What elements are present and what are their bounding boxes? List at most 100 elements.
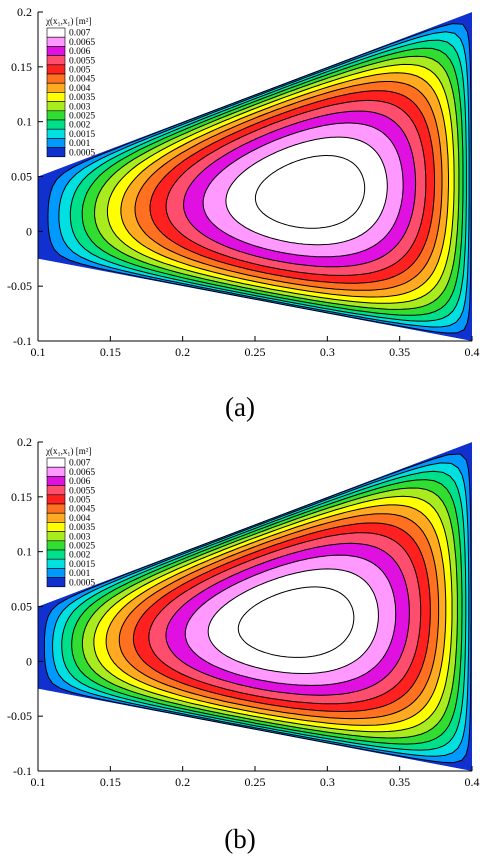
x-tick-label-b-0: 0.1 [31,775,46,789]
legend-swatch-b-5 [46,503,66,514]
legend-swatch-a-13 [46,147,66,158]
legend-label-a-7: 0.0035 [69,93,95,103]
legend-swatch-a-5 [46,73,66,84]
x-tick-label-b-2: 0.2 [175,775,190,789]
legend-label-b-13: 0.0005 [69,578,95,588]
legend-label-a-8: 0.003 [69,102,91,112]
legend-swatch-a-10 [46,119,66,130]
legend-swatch-b-13 [46,577,66,588]
legend-swatch-a-1 [46,36,66,47]
legend-swatch-b-4 [46,494,66,505]
panel-label-b: (b) [224,824,256,854]
legend-label-a-2: 0.006 [69,47,91,57]
legend-swatch-b-8 [46,531,66,542]
legend-swatch-b-11 [46,558,66,569]
legend-label-a-6: 0.004 [69,84,91,94]
contour-line-b-14 [237,586,355,658]
legend-label-a-5: 0.0045 [69,75,95,85]
y-tick-label-a-3: 0.05 [11,170,32,184]
x-tick-label-a-0: 0.1 [31,345,46,359]
legend-swatch-a-8 [46,101,66,112]
x-tick-label-b-4: 0.3 [320,775,335,789]
x-tick-label-b-1: 0.15 [100,775,121,789]
legend-swatch-a-4 [46,64,66,75]
legend-swatch-a-7 [46,92,66,102]
y-tick-label-a-0: -0.1 [13,334,32,348]
legend-label-b-1: 0.0065 [69,468,95,478]
y-tick-label-b-1: -0.05 [7,709,32,723]
contour-plot-a: 0.1 0.15 0.2 0.25 0.3 0.35 0.4 -0.1 -0.05 0 0.05 0.… [7,5,480,359]
legend-label-a-4: 0.005 [69,66,91,76]
legend-swatch-a-2 [46,46,66,56]
legend-swatch-b-9 [46,540,66,551]
contour-fill-group-b [38,442,472,771]
y-tick-label-a-1: -0.05 [7,279,32,293]
legend-swatch-b-3 [46,485,66,496]
legend-swatch-b-7 [46,522,66,532]
contour-chart-a: 0.1 0.15 0.2 0.25 0.3 0.35 0.4 -0.1 -0.05 0 0.05 0.… [0,0,480,430]
y-tick-label-b-0: -0.1 [13,764,32,778]
y-tick-label-a-5: 0.15 [11,60,32,74]
legend-title-b: χ(x₁,x₁) [m²] [45,446,91,456]
legend-swatch-b-10 [46,549,66,560]
legend-swatch-a-12 [46,138,66,148]
contour-line-a-14 [254,155,366,229]
y-tick-label-b-6: 0.2 [17,435,32,449]
legend-swatch-b-2 [46,476,66,486]
y-tick-label-b-4: 0.1 [17,545,32,559]
legend-swatch-b-6 [46,512,66,523]
y-tick-label-b-3: 0.05 [11,600,32,614]
x-tick-label-a-6: 0.4 [465,345,480,359]
x-tick-label-a-3: 0.25 [245,345,266,359]
legend-label-b-12: 0.001 [69,569,91,579]
legend-label-b-10: 0.002 [69,551,91,561]
legend-title-a: χ(x₁,x₁) [m²] [45,16,91,26]
x-tick-label-a-5: 0.35 [389,345,410,359]
axes-b: 0.1 0.15 0.2 0.25 0.3 0.35 0.4 -0.1 -0.05 0 0.05 0.… [7,435,480,789]
legend-label-b-2: 0.006 [69,477,91,487]
legend-label-b-11: 0.0015 [69,560,95,570]
contour-plot-b: 0.1 0.15 0.2 0.25 0.3 0.35 0.4 -0.1 -0.05 0 0.05 0.… [7,435,480,789]
legend-label-a-1: 0.0065 [69,38,95,48]
legend-label-b-8: 0.003 [69,532,91,542]
legend-swatch-b-0 [46,457,66,468]
x-tick-label-a-4: 0.3 [320,345,335,359]
legend-label-b-9: 0.0025 [69,542,95,552]
y-tick-label-a-6: 0.2 [17,5,32,19]
legend-swatch-a-6 [46,82,66,93]
legend-label-a-11: 0.0015 [69,130,95,140]
legend-label-b-3: 0.0055 [69,486,95,496]
legend-label-b-7: 0.0035 [69,523,95,533]
legend-label-b-5: 0.0045 [69,505,95,515]
legend-swatch-a-3 [46,55,66,66]
y-tick-label-b-2: 0 [26,654,32,668]
y-tick-label-a-2: 0 [26,224,32,238]
legend-label-b-0: 0.007 [69,459,91,469]
legend-label-a-0: 0.007 [69,29,91,39]
x-tick-label-b-3: 0.25 [245,775,266,789]
legend-swatch-b-12 [46,568,66,578]
contour-chart-b: 0.1 0.15 0.2 0.25 0.3 0.35 0.4 -0.1 -0.05 0 0.05 0.… [0,430,480,861]
y-tick-label-a-4: 0.1 [17,115,32,129]
legend-label-b-4: 0.005 [69,496,91,506]
y-tick-label-b-5: 0.15 [11,490,32,504]
legend-label-a-3: 0.0055 [69,56,95,66]
legend-label-b-6: 0.004 [69,514,91,524]
panel-label-a: (a) [225,392,255,422]
axes-a: 0.1 0.15 0.2 0.25 0.3 0.35 0.4 -0.1 -0.05 0 0.05 0.… [7,5,480,359]
x-tick-label-a-1: 0.15 [100,345,121,359]
x-tick-label-b-5: 0.35 [389,775,410,789]
legend-swatch-a-11 [46,128,66,139]
x-tick-label-a-2: 0.2 [175,345,190,359]
legend-label-a-10: 0.002 [69,121,91,131]
legend-swatch-b-1 [46,466,66,477]
legend-swatch-a-9 [46,110,66,121]
legend-b: χ(x₁,x₁) [m²] 0.0070.00650.0060.00550.005… [45,446,95,588]
legend-label-a-13: 0.0005 [69,148,95,158]
legend-swatch-a-0 [46,27,66,38]
x-tick-label-b-6: 0.4 [465,775,480,789]
contour-fill-group-a [38,12,472,341]
legend-label-a-9: 0.0025 [69,112,95,122]
legend-label-a-12: 0.001 [69,139,91,149]
legend-a: χ(x₁,x₁) [m²] 0.0070.00650.0060.00550.005… [45,16,95,158]
